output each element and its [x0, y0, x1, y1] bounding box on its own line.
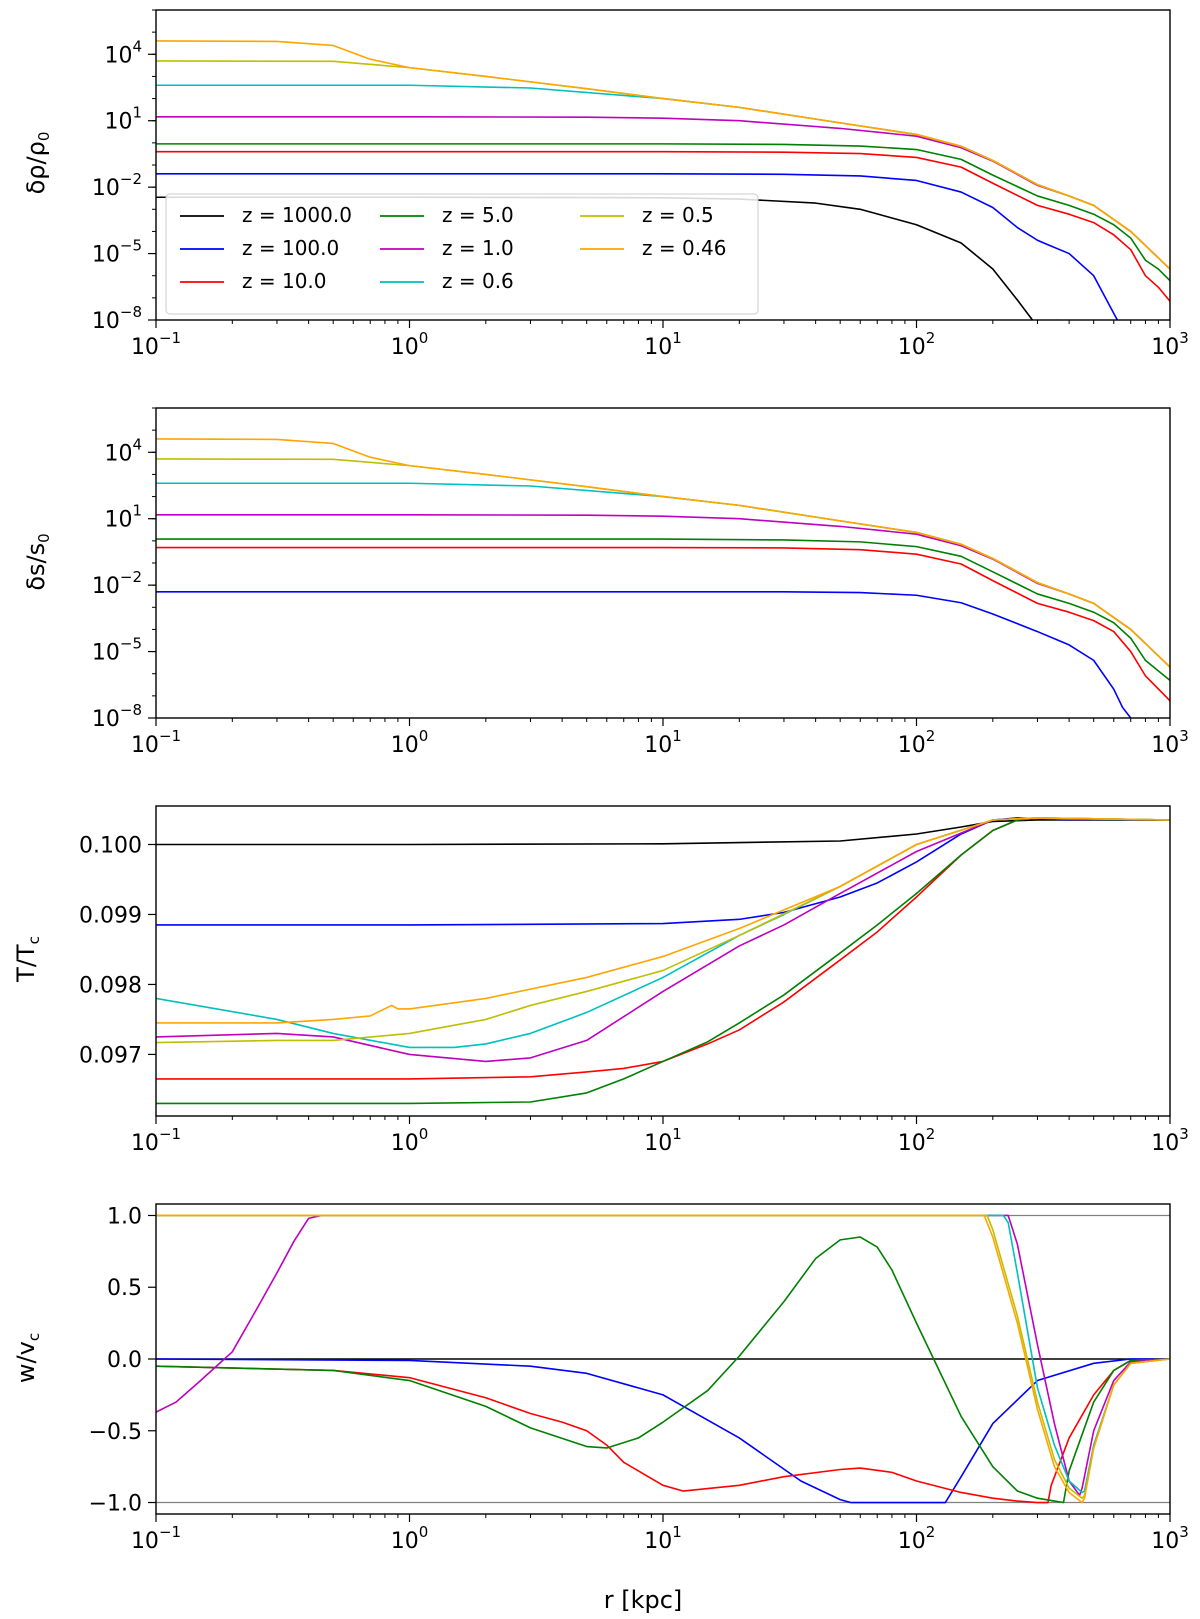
- panel-temperature-series-z-5-0: [156, 817, 1170, 1105]
- panel-entropy-contrast-y-tick-label: 104: [104, 435, 142, 466]
- panel-velocity-y-tick-label: 0.0: [107, 1348, 142, 1373]
- panel-entropy-contrast: δs/s0 10−1 100 101 102 103 104 101 10−2 10−5 10−8: [22, 407, 1189, 758]
- panel-velocity-x-tick-label: 100: [391, 1523, 429, 1554]
- panel-density-contrast-x-tick-label: 103: [1151, 329, 1189, 360]
- panel-temperature-x-tick-label: 102: [898, 1125, 936, 1156]
- panel-entropy-contrast-x-tick-label: 10−1: [131, 727, 181, 758]
- panel-entropy-contrast-x-tick-label: 101: [644, 727, 682, 758]
- panel-entropy-contrast-ylabel: δs/s0: [22, 533, 53, 590]
- panel-velocity-series-z-10-0: [156, 1358, 1170, 1504]
- legend-label: z = 1.0: [442, 236, 514, 260]
- panel-temperature: T/Tc 10−1 100 101 102 103 0.100 0.099 0.098 0.09…: [12, 805, 1189, 1156]
- panel-velocity-series-z-5-0: [156, 1236, 1170, 1504]
- panel-temperature-series-group: [156, 817, 1170, 1105]
- panel-entropy-contrast-series-z-100-0: [156, 591, 1132, 718]
- panel-density-contrast: δρ/ρ0 10−1 100 101 102 103 104 101 10−2 10−5 10−8…: [22, 9, 1189, 360]
- legend-label: z = 10.0: [242, 269, 327, 293]
- panel-temperature-ylabel: T/Tc: [12, 936, 43, 983]
- panel-temperature-y-tick-label: 0.100: [79, 833, 142, 858]
- panel-velocity-ylabel: w/vc: [12, 1333, 43, 1383]
- panel-velocity-series-z-100-0: [156, 1358, 1170, 1504]
- legend-label: z = 0.46: [642, 236, 727, 260]
- panel-density-contrast-x-tick-label: 10−1: [131, 329, 181, 360]
- panel-density-contrast-y-tick-label: 104: [104, 37, 142, 68]
- panel-velocity-y-tick-label: 1.0: [107, 1204, 142, 1229]
- panel-entropy-contrast-y-tick-label: 10−5: [92, 635, 142, 666]
- panel-entropy-contrast-series-z-0-46: [156, 438, 1170, 668]
- panel-entropy-contrast-x-tick-label: 102: [898, 727, 936, 758]
- panel-entropy-contrast-x-tick-label: 100: [391, 727, 429, 758]
- panel-temperature-x-tick-label: 101: [644, 1125, 682, 1156]
- panel-temperature-y-tick-label: 0.098: [79, 973, 142, 998]
- panel-velocity-y-tick-label: −0.5: [89, 1420, 142, 1445]
- panel-temperature-y-tick-label: 0.099: [79, 903, 142, 928]
- panel-density-contrast-y-tick-label: 10−5: [92, 237, 142, 268]
- panel-velocity-y-tick-label: −1.0: [89, 1492, 142, 1517]
- panel-velocity-x-tick-label: 10−1: [131, 1523, 181, 1554]
- panel-entropy-contrast-series-group: [156, 438, 1170, 718]
- panel-density-contrast-y-tick-label: 101: [104, 104, 142, 135]
- legend-label: z = 0.6: [442, 269, 514, 293]
- panel-density-contrast-series-group: [156, 40, 1170, 320]
- legend-label: z = 5.0: [442, 203, 514, 227]
- panel-temperature-series-z-0-46: [156, 817, 1170, 1024]
- panel-temperature-y-tick-label: 0.097: [79, 1043, 142, 1068]
- panel-velocity-series-z-0-46: [156, 1214, 1170, 1504]
- panel-density-contrast-x-tick-label: 102: [898, 329, 936, 360]
- panel-entropy-contrast-x-tick-label: 103: [1151, 727, 1189, 758]
- legend-label: z = 100.0: [242, 236, 339, 260]
- legend-box: [165, 193, 759, 315]
- legend-label: z = 0.5: [642, 203, 714, 227]
- panel-density-contrast-series-z-5-0: [156, 143, 1170, 282]
- x-axis-label: r [kpc]: [604, 1586, 683, 1614]
- panel-temperature-series-z-1-0: [156, 817, 1170, 1063]
- panel-density-contrast-series-z-0-46: [156, 40, 1170, 270]
- panel-density-contrast-x-tick-label: 100: [391, 329, 429, 360]
- panel-density-contrast-ylabel: δρ/ρ0: [22, 132, 53, 195]
- panel-velocity: w/vc 10−1 100 101 102 103 1.0 0.5 0.0 −0.5 −1.0: [12, 1203, 1189, 1554]
- panel-density-contrast-y-tick-label: 10−8: [92, 303, 142, 334]
- panel-velocity-x-tick-label: 101: [644, 1523, 682, 1554]
- panel-entropy-contrast-y-tick-label: 101: [104, 502, 142, 533]
- panel-density-contrast-series-z-100-0: [156, 173, 1119, 320]
- panel-velocity-y-tick-label: 0.5: [107, 1276, 142, 1301]
- panel-velocity-series-group: [156, 1214, 1170, 1504]
- panel-density-contrast-series-z-10-0: [156, 150, 1170, 302]
- legend: z = 1000.0 z = 100.0 z = 10.0 z = 5.0 z = 1.…: [165, 193, 759, 315]
- panel-temperature-x-tick-label: 103: [1151, 1125, 1189, 1156]
- panel-temperature-x-tick-label: 10−1: [131, 1125, 181, 1156]
- panel-velocity-x-tick-label: 103: [1151, 1523, 1189, 1554]
- panel-entropy-contrast-series-z-10-0: [156, 546, 1170, 702]
- panel-velocity-x-tick-label: 102: [898, 1523, 936, 1554]
- panel-density-contrast-y-tick-label: 10−2: [92, 170, 142, 201]
- panel-entropy-contrast-y-tick-label: 10−8: [92, 701, 142, 732]
- panel-temperature-x-tick-label: 100: [391, 1125, 429, 1156]
- panel-entropy-contrast-y-tick-label: 10−2: [92, 568, 142, 599]
- panel-density-contrast-x-tick-label: 101: [644, 329, 682, 360]
- panel-entropy-contrast-series-z-5-0: [156, 538, 1170, 682]
- legend-label: z = 1000.0: [242, 203, 352, 227]
